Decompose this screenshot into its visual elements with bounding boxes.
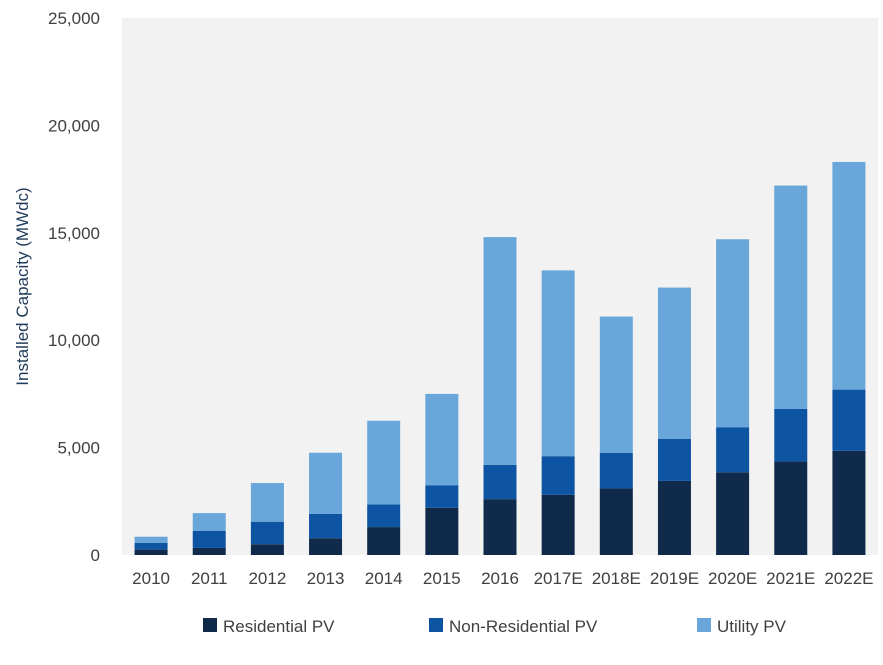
bar-segment-residential-pv-2012 bbox=[250, 544, 284, 555]
bar-segment-residential-pv-2021e bbox=[774, 461, 808, 555]
x-tick-label: 2019E bbox=[650, 569, 699, 588]
x-tick-label: 2020E bbox=[708, 569, 757, 588]
bar-segment-residential-pv-2013 bbox=[309, 538, 343, 555]
bar-segment-utility-pv-2018e bbox=[599, 316, 633, 453]
y-tick-label: 20,000 bbox=[48, 116, 100, 135]
y-tick-label: 0 bbox=[91, 546, 100, 565]
bar-segment-non-residential-pv-2017e bbox=[541, 456, 575, 495]
bar-segment-residential-pv-2017e bbox=[541, 494, 575, 555]
y-tick-label: 15,000 bbox=[48, 224, 100, 243]
x-tick-label: 2021E bbox=[766, 569, 815, 588]
legend-label-residential-pv: Residential PV bbox=[223, 617, 335, 636]
bar-segment-utility-pv-2015 bbox=[425, 393, 459, 486]
bar-segment-utility-pv-2011 bbox=[192, 513, 226, 531]
legend: Residential PV Non-Residential PV Utility … bbox=[203, 617, 787, 636]
bar-segment-utility-pv-2017e bbox=[541, 270, 575, 457]
bar-segment-residential-pv-2022e bbox=[832, 450, 866, 555]
bar-segment-non-residential-pv-2012 bbox=[250, 521, 284, 545]
x-tick-label: 2013 bbox=[307, 569, 345, 588]
x-tick-label: 2017E bbox=[534, 569, 583, 588]
x-tick-label: 2011 bbox=[191, 569, 228, 588]
y-tick-label: 5,000 bbox=[57, 439, 100, 458]
bar-segment-utility-pv-2010 bbox=[134, 536, 168, 543]
bar-segment-non-residential-pv-2020e bbox=[716, 427, 750, 473]
bar-segment-non-residential-pv-2021e bbox=[774, 408, 808, 462]
x-tick-label: 2012 bbox=[248, 569, 286, 588]
bar-segment-residential-pv-2011 bbox=[192, 547, 226, 555]
bar-segment-non-residential-pv-2016 bbox=[483, 464, 517, 500]
legend-swatch-non-residential-pv bbox=[429, 618, 443, 632]
x-tick-label: 2022E bbox=[824, 569, 873, 588]
bar-segment-non-residential-pv-2019e bbox=[657, 439, 691, 481]
bar-segment-residential-pv-2014 bbox=[367, 527, 401, 555]
bar-segment-non-residential-pv-2015 bbox=[425, 485, 459, 508]
bar-segment-non-residential-pv-2011 bbox=[192, 530, 226, 548]
bar-segment-residential-pv-2015 bbox=[425, 507, 459, 555]
x-axis-ticks: 2010 2011 2012 2013 2014 2015 2016 2017E 2018E 20… bbox=[132, 569, 873, 588]
y-axis-title: Installed Capacity (MWdc) bbox=[13, 187, 32, 385]
bar-segment-residential-pv-2018e bbox=[599, 488, 633, 555]
y-tick-label: 10,000 bbox=[48, 331, 100, 350]
bar-segment-utility-pv-2022e bbox=[832, 161, 866, 390]
x-tick-label: 2015 bbox=[423, 569, 461, 588]
x-tick-label: 2016 bbox=[481, 569, 519, 588]
bar-segment-residential-pv-2020e bbox=[716, 472, 750, 555]
bar-segment-utility-pv-2014 bbox=[367, 420, 401, 505]
bar-segment-utility-pv-2019e bbox=[657, 287, 691, 440]
bar-segment-residential-pv-2010 bbox=[134, 549, 168, 555]
x-tick-label: 2010 bbox=[132, 569, 170, 588]
legend-swatch-utility-pv bbox=[697, 618, 711, 632]
y-tick-label: 25,000 bbox=[48, 9, 100, 28]
bar-segment-utility-pv-2012 bbox=[250, 483, 284, 522]
x-tick-label: 2014 bbox=[365, 569, 403, 588]
bar-segment-utility-pv-2013 bbox=[309, 452, 343, 514]
bar-segment-non-residential-pv-2018e bbox=[599, 452, 633, 489]
x-tick-label: 2018E bbox=[592, 569, 641, 588]
bar-segment-non-residential-pv-2014 bbox=[367, 504, 401, 528]
bar-segment-non-residential-pv-2010 bbox=[134, 542, 168, 550]
bar-segment-utility-pv-2016 bbox=[483, 237, 517, 465]
legend-label-non-residential-pv: Non-Residential PV bbox=[449, 617, 598, 636]
bar-segment-non-residential-pv-2013 bbox=[309, 513, 343, 539]
y-axis-ticks: 0 5,000 10,000 15,000 20,000 25,000 bbox=[48, 9, 100, 565]
bars-group bbox=[134, 161, 866, 555]
bar-segment-utility-pv-2020e bbox=[716, 239, 750, 428]
bar-segment-residential-pv-2016 bbox=[483, 499, 517, 555]
bar-segment-residential-pv-2019e bbox=[657, 480, 691, 555]
bar-segment-utility-pv-2021e bbox=[774, 185, 808, 409]
legend-swatch-residential-pv bbox=[203, 618, 217, 632]
bar-segment-non-residential-pv-2022e bbox=[832, 389, 866, 451]
legend-label-utility-pv: Utility PV bbox=[717, 617, 787, 636]
